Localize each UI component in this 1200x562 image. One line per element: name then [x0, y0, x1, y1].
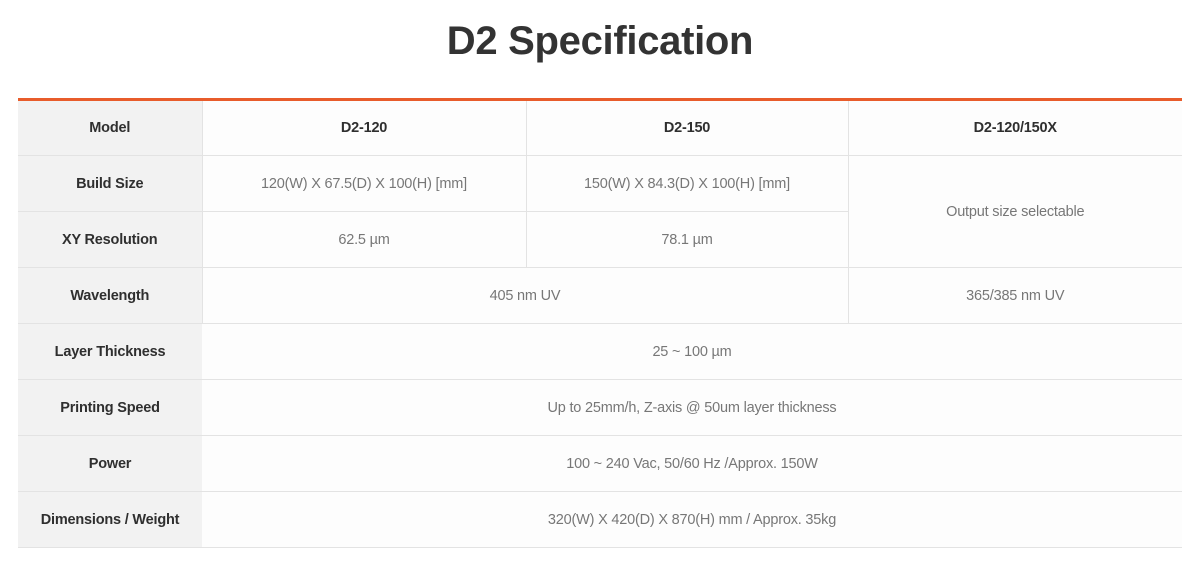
- row-label-layer-thickness: Layer Thickness: [18, 323, 202, 380]
- cell-dimensions-weight: 320(W) X 420(D) X 870(H) mm / Approx. 35…: [202, 491, 1182, 548]
- model-header-d2-120-150x: D2-120/150X: [848, 99, 1182, 156]
- cell-wavelength-standard: 405 nm UV: [202, 267, 849, 324]
- cell-power: 100 ~ 240 Vac, 50/60 Hz /Approx. 150W: [202, 435, 1182, 492]
- table-row-layer-thickness: Layer Thickness 25 ~ 100 µm: [18, 323, 1182, 380]
- row-label-printing-speed: Printing Speed: [18, 379, 202, 436]
- cell-printing-speed: Up to 25mm/h, Z-axis @ 50um layer thickn…: [202, 379, 1182, 436]
- row-label-dimensions-weight: Dimensions / Weight: [18, 491, 202, 548]
- spec-table-container: Model D2-120 D2-150 D2-120/150X Build Si…: [18, 98, 1182, 548]
- cell-layer-thickness: 25 ~ 100 µm: [202, 323, 1182, 380]
- row-label-power: Power: [18, 435, 202, 492]
- table-row-printing-speed: Printing Speed Up to 25mm/h, Z-axis @ 50…: [18, 379, 1182, 436]
- cell-build-size-d2-120: 120(W) X 67.5(D) X 100(H) [mm]: [202, 155, 527, 212]
- table-row-wavelength: Wavelength 405 nm UV 365/385 nm UV: [18, 267, 1182, 324]
- table-row-build-size: Build Size 120(W) X 67.5(D) X 100(H) [mm…: [18, 155, 1182, 268]
- row-label-build-size: Build Size: [18, 155, 203, 212]
- model-header-d2-150: D2-150: [526, 99, 849, 156]
- page-title: D2 Specification: [446, 19, 754, 63]
- row-label-wavelength: Wavelength: [18, 267, 203, 324]
- cell-wavelength-x-series: 365/385 nm UV: [848, 267, 1182, 324]
- table-row-dimensions-weight: Dimensions / Weight 320(W) X 420(D) X 87…: [18, 491, 1182, 548]
- cell-output-size-selectable: Output size selectable: [848, 155, 1182, 268]
- cell-build-size-d2-150: 150(W) X 84.3(D) X 100(H) [mm]: [526, 155, 849, 212]
- table-row-power: Power 100 ~ 240 Vac, 50/60 Hz /Approx. 1…: [18, 435, 1182, 492]
- table-row-xy-resolution: XY Resolution 62.5 µm 78.1 µm: [18, 211, 1182, 268]
- model-header-d2-120: D2-120: [202, 99, 527, 156]
- row-label-xy-resolution: XY Resolution: [18, 211, 203, 268]
- row-label-model: Model: [18, 99, 203, 156]
- table-row-model: Model D2-120 D2-150 D2-120/150X: [18, 99, 1182, 156]
- cell-xy-resolution-d2-150: 78.1 µm: [526, 211, 849, 268]
- cell-xy-resolution-d2-120: 62.5 µm: [202, 211, 527, 268]
- specification-table: Model D2-120 D2-150 D2-120/150X Build Si…: [18, 98, 1182, 548]
